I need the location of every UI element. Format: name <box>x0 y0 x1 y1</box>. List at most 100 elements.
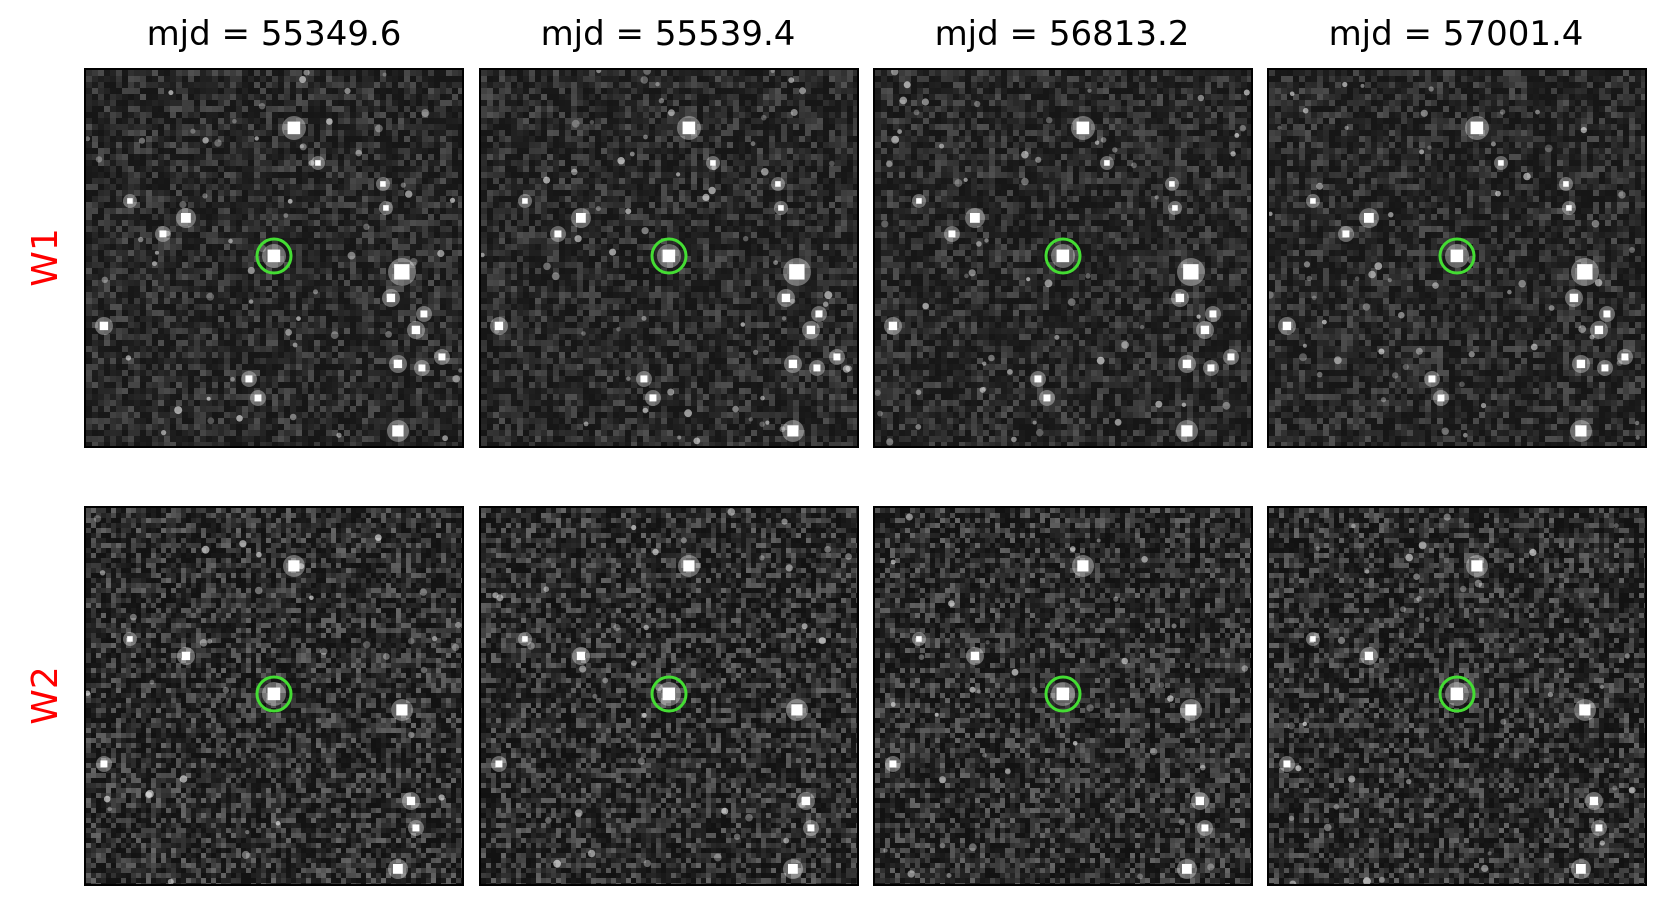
star <box>394 264 410 280</box>
star <box>1364 213 1374 223</box>
star <box>662 249 676 263</box>
star <box>1310 636 1316 642</box>
star <box>1077 560 1089 572</box>
star <box>159 230 167 238</box>
star <box>288 560 300 572</box>
star <box>662 687 676 701</box>
column-title-4: mjd = 57001.4 <box>1267 14 1645 54</box>
star <box>1172 205 1178 211</box>
image-panel-w2-2 <box>479 506 859 886</box>
star <box>1175 293 1185 303</box>
star <box>1579 704 1591 716</box>
star <box>1310 198 1316 204</box>
star <box>1342 230 1350 238</box>
star <box>815 310 823 318</box>
star <box>833 353 841 361</box>
star-field-image <box>481 70 857 446</box>
star <box>1603 310 1611 318</box>
star <box>888 321 898 331</box>
star <box>1104 160 1110 166</box>
star <box>788 864 798 874</box>
star-field-image <box>1269 508 1645 884</box>
column-title-1: mjd = 55349.6 <box>85 14 463 54</box>
star <box>1201 824 1209 832</box>
background-noise <box>1269 508 1645 884</box>
star <box>970 213 980 223</box>
faint-sources <box>86 70 462 442</box>
star <box>1576 359 1586 369</box>
star <box>576 651 586 661</box>
star-field-image <box>875 70 1251 446</box>
star <box>418 364 426 372</box>
star <box>393 359 403 369</box>
star-field-image <box>1269 70 1645 446</box>
star <box>1576 864 1586 874</box>
star <box>411 325 421 335</box>
star <box>1182 359 1192 369</box>
star <box>1282 321 1292 331</box>
star <box>916 636 922 642</box>
faint-sources <box>492 508 852 868</box>
star <box>1450 249 1464 263</box>
star <box>1034 375 1042 383</box>
star <box>1185 704 1197 716</box>
star <box>1569 293 1579 303</box>
target-circle-marker <box>650 237 688 275</box>
star <box>1471 560 1483 572</box>
row-label-w2: W2 <box>0 665 90 725</box>
image-panel-w1-4 <box>1267 68 1647 448</box>
star <box>1209 310 1217 318</box>
star <box>1076 121 1090 135</box>
star <box>245 375 253 383</box>
star <box>683 560 695 572</box>
star <box>99 321 109 331</box>
star <box>315 160 321 166</box>
star <box>778 205 784 211</box>
star <box>127 198 133 204</box>
star <box>1428 375 1436 383</box>
star <box>127 636 133 642</box>
star <box>554 230 562 238</box>
background-noise <box>86 508 462 884</box>
star <box>1470 121 1484 135</box>
image-panel-w1-3 <box>873 68 1253 448</box>
column-title-3: mjd = 56813.2 <box>873 14 1251 54</box>
star <box>576 213 586 223</box>
star <box>100 760 108 768</box>
star <box>406 796 416 806</box>
image-panel-w2-1 <box>84 506 464 886</box>
star <box>970 651 980 661</box>
star <box>412 824 420 832</box>
image-panel-w1-2 <box>479 68 859 448</box>
star <box>1181 425 1193 437</box>
star <box>813 364 821 372</box>
image-panel-w2-3 <box>873 506 1253 886</box>
star <box>889 760 897 768</box>
background-noise <box>875 508 1251 884</box>
star <box>1595 824 1603 832</box>
star <box>781 293 791 303</box>
star <box>649 394 657 402</box>
star <box>396 704 408 716</box>
star <box>1043 394 1051 402</box>
star <box>1195 796 1205 806</box>
star <box>1182 864 1192 874</box>
star <box>1364 651 1374 661</box>
star <box>801 796 811 806</box>
star <box>710 160 716 166</box>
star <box>254 394 262 402</box>
faint-sources <box>1287 513 1636 884</box>
star <box>420 310 428 318</box>
star <box>1589 796 1599 806</box>
star <box>775 181 781 187</box>
star <box>393 864 403 874</box>
star <box>380 181 386 187</box>
star <box>494 321 504 331</box>
star-field-image <box>86 508 462 884</box>
target-circle-marker <box>1044 675 1082 713</box>
star <box>789 264 805 280</box>
star <box>916 198 922 204</box>
star <box>1437 394 1445 402</box>
star <box>1601 364 1609 372</box>
target-circle-marker <box>255 237 293 275</box>
